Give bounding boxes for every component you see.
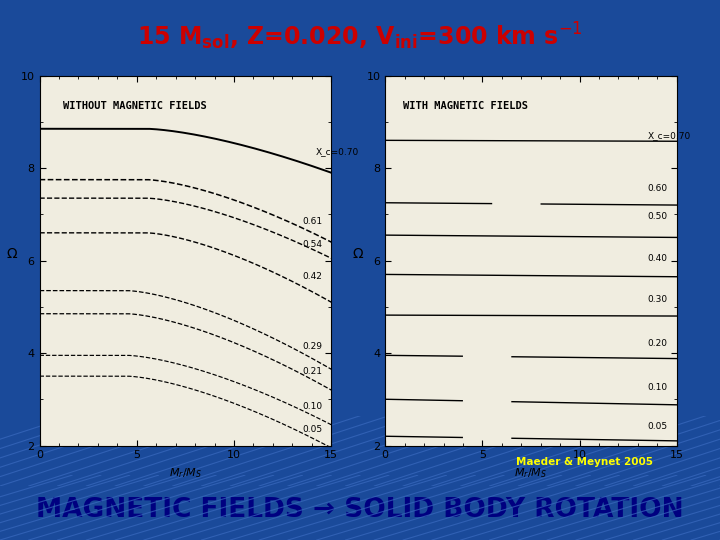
X-axis label: $M_r/M_S$: $M_r/M_S$ xyxy=(515,466,547,480)
Text: WITH MAGNETIC FIELDS: WITH MAGNETIC FIELDS xyxy=(402,102,528,111)
Y-axis label: $\Omega$: $\Omega$ xyxy=(352,247,364,260)
Text: 0.10: 0.10 xyxy=(302,402,322,411)
X-axis label: $M_r/M_S$: $M_r/M_S$ xyxy=(169,466,202,480)
Text: WITHOUT MAGNETIC FIELDS: WITHOUT MAGNETIC FIELDS xyxy=(63,102,207,111)
Text: 0.21: 0.21 xyxy=(302,367,322,376)
Text: 0.54: 0.54 xyxy=(302,240,322,249)
Text: 0.61: 0.61 xyxy=(302,217,322,226)
Text: X_c=0.70: X_c=0.70 xyxy=(648,131,691,140)
Text: 0.42: 0.42 xyxy=(302,272,322,281)
Text: 0.30: 0.30 xyxy=(648,295,667,305)
Text: 0.50: 0.50 xyxy=(648,212,667,221)
Text: 0.40: 0.40 xyxy=(648,254,667,263)
Text: 15 M$_{\mathregular{sol}}$, Z=0.020, V$_{\mathregular{ini}}$=300 km s$^{-1}$: 15 M$_{\mathregular{sol}}$, Z=0.020, V$_… xyxy=(137,21,583,52)
Text: 0.60: 0.60 xyxy=(648,184,667,193)
Text: 0.05: 0.05 xyxy=(648,422,667,430)
Text: MAGNETIC FIELDS → SOLID BODY ROTATION: MAGNETIC FIELDS → SOLID BODY ROTATION xyxy=(36,497,684,523)
Text: 0.29: 0.29 xyxy=(302,342,322,350)
Text: Maeder & Meynet 2005: Maeder & Meynet 2005 xyxy=(516,457,654,467)
Text: 0.05: 0.05 xyxy=(302,425,322,434)
Text: X_c=0.70: X_c=0.70 xyxy=(315,147,359,157)
Y-axis label: $\Omega$: $\Omega$ xyxy=(6,247,19,260)
Text: 0.10: 0.10 xyxy=(648,383,667,392)
Text: 0.20: 0.20 xyxy=(648,339,667,348)
